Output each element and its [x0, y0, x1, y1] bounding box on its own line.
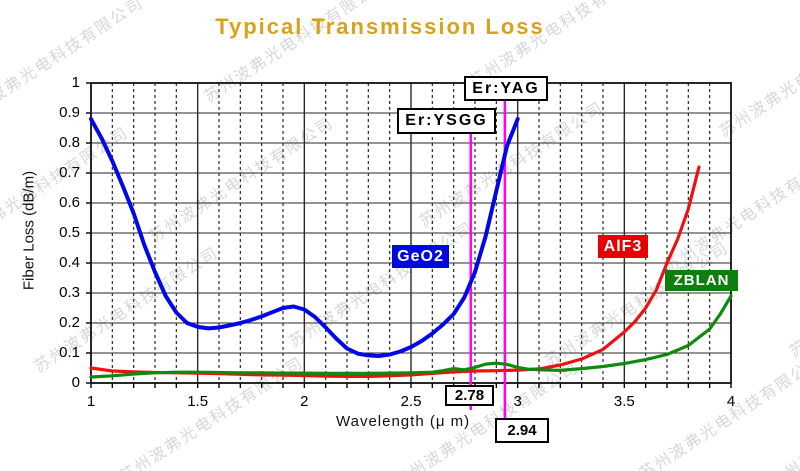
y-tick-label: 0.1 — [59, 344, 80, 361]
x-tick-label: 3.5 — [613, 393, 635, 410]
x-tick-label: 4 — [726, 393, 736, 410]
series-curve-zblan — [89, 294, 733, 379]
x-tick-label: 1 — [86, 393, 96, 410]
series-label-zblan: ZBLAN — [665, 270, 738, 291]
y-tick-label: 0.5 — [59, 224, 80, 241]
series-curve-alf3 — [89, 165, 701, 378]
y-tick-label: 0.8 — [59, 134, 80, 151]
series-curve-geo2 — [89, 117, 520, 358]
x-axis-title: Wavelength (μ m) — [336, 413, 471, 430]
x-tick-label: 1.5 — [187, 393, 209, 410]
x-tick-label: 3 — [513, 393, 522, 410]
y-tick-label: 0.9 — [59, 104, 80, 121]
y-tick-label: 0.2 — [59, 314, 80, 331]
annotation-er-yag: Er:YAG — [464, 76, 548, 101]
y-tick-label: 0.7 — [59, 164, 80, 181]
y-tick-label: 0 — [71, 374, 80, 391]
marker-label-2-94: 2.94 — [495, 418, 549, 443]
marker-label-2-78: 2.78 — [445, 385, 494, 406]
page-title: Typical Transmission Loss — [215, 14, 545, 39]
x-tick-label: 2 — [300, 393, 309, 410]
series-label-geo2: GeO2 — [392, 245, 449, 268]
x-tick-label: 2.5 — [400, 393, 422, 410]
y-tick-label: 0.4 — [59, 254, 80, 271]
y-axis-title: Fiber Loss (dB/m) — [20, 170, 38, 291]
y-tick-label: 0.6 — [59, 194, 80, 211]
y-tick-label: 0.3 — [59, 284, 80, 301]
y-tick-label: 1 — [71, 74, 80, 91]
series-label-alf3: AlF3 — [598, 235, 648, 258]
plot-border — [90, 82, 732, 384]
annotation-er-ysgg: Er:YSGG — [397, 108, 496, 134]
